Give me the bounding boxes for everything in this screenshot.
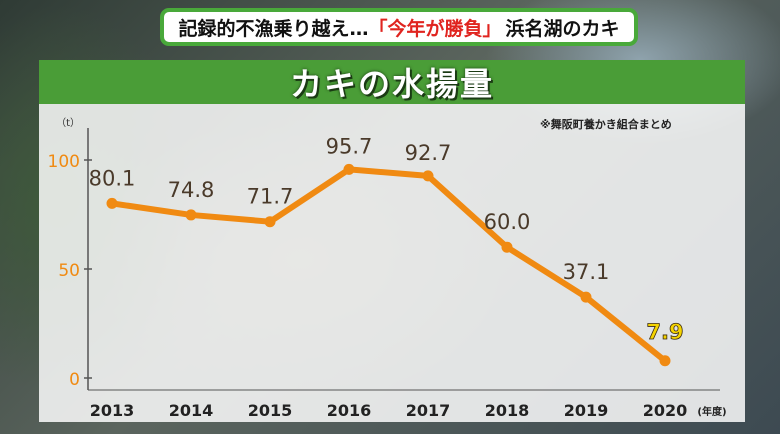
data-label: 60.0 [484, 210, 531, 234]
x-tick-label: 2015 [248, 401, 293, 420]
data-label: 80.1 [89, 166, 136, 190]
headline-banner: 記録的不漁乗り越え… 「今年が勝負」 浜名湖のカキ [160, 8, 638, 46]
data-label: 92.7 [405, 141, 452, 165]
x-tick-label: 2017 [406, 401, 451, 420]
data-point [501, 241, 513, 253]
data-point [343, 163, 355, 175]
headline-prefix: 記録的不漁乗り越え… [178, 17, 369, 40]
headline-highlight: 「今年が勝負」 [368, 17, 502, 40]
series-line [109, 166, 668, 364]
data-point [185, 209, 197, 221]
data-label: 71.7 [247, 185, 294, 209]
title-bar [39, 60, 745, 104]
chart-panel [39, 60, 745, 422]
x-tick-label: 2013 [90, 401, 135, 420]
y-tick-label: 50 [58, 261, 80, 281]
source-note: ※舞阪町養かき組合まとめ [540, 118, 672, 131]
data-point [659, 355, 671, 367]
chart-title: カキの水揚量 [289, 65, 494, 103]
x-axis-unit: (年度) [697, 405, 726, 418]
data-point [106, 197, 118, 209]
x-tick-label: 2014 [169, 401, 214, 420]
data-label: 74.8 [168, 178, 215, 202]
y-axis-unit: （t） [56, 117, 80, 129]
x-tick-label: 2020 [643, 401, 688, 420]
y-tick-label: 100 [48, 152, 80, 172]
data-point [264, 216, 276, 228]
data-point [580, 291, 592, 303]
data-label: 37.1 [563, 260, 610, 284]
data-point [422, 170, 434, 182]
x-tick-label: 2019 [564, 401, 609, 420]
data-label: 7.9 [646, 320, 683, 344]
x-tick-label: 2016 [327, 401, 372, 420]
headline-suffix: 浜名湖のカキ [505, 17, 620, 40]
x-tick-label: 2018 [485, 401, 530, 420]
y-tick-label: 0 [69, 370, 80, 390]
data-label: 95.7 [326, 134, 373, 158]
